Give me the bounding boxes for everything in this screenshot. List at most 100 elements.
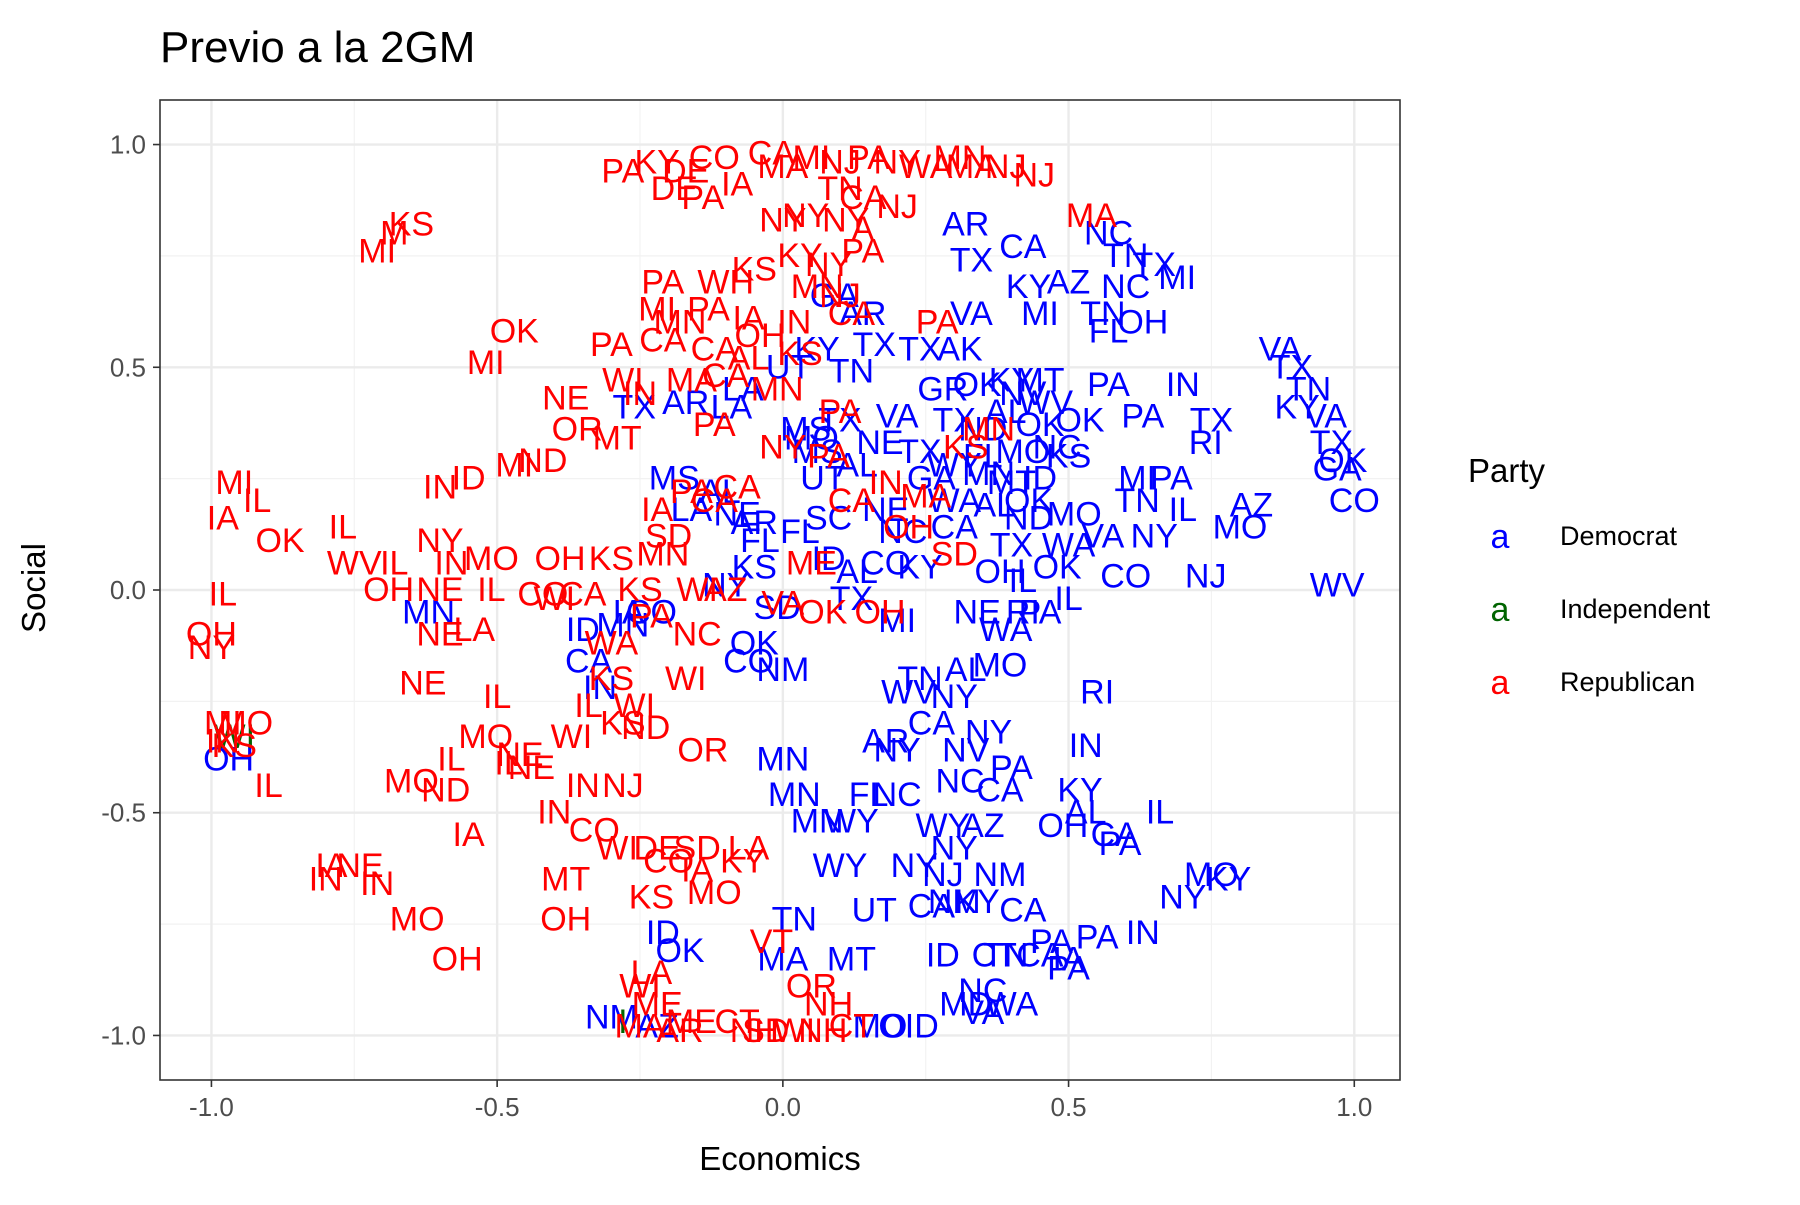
data-point-label: TX (990, 526, 1033, 564)
data-point-label: PA (990, 749, 1033, 787)
data-point-label: MO (218, 705, 273, 743)
data-point-label: GR (917, 371, 968, 409)
legend-title: Party (1468, 452, 1546, 489)
data-point-label: CO (860, 544, 911, 582)
data-point-label: PA (641, 264, 684, 302)
data-point-label: CA (931, 509, 979, 547)
data-point-label: CO (723, 642, 774, 680)
data-point-label: ID (926, 936, 960, 974)
data-point-label: OH (1037, 807, 1088, 845)
data-point-label: LA (631, 954, 673, 992)
data-point-label: KS (777, 335, 822, 373)
data-point-label: WA (979, 611, 1033, 649)
data-point-label: MS (780, 411, 831, 449)
data-point-label: NE (714, 495, 761, 533)
legend-entries: a Democrat a Independent a Republican (1491, 518, 1711, 702)
data-point-label: AR (839, 295, 886, 333)
data-point-label: KS (617, 571, 662, 609)
data-point-label: NJ (922, 856, 964, 894)
data-point-label: GA (907, 460, 956, 498)
data-point-label: TX (853, 326, 896, 364)
data-point-label: CA (714, 469, 762, 507)
data-point-label: NM (928, 883, 981, 921)
data-point-label: IN (434, 544, 468, 582)
data-point-label: KY (794, 330, 839, 368)
data-point-label: MO (1213, 509, 1268, 547)
data-point-label: MO (390, 901, 445, 939)
data-point-label: ID (812, 540, 846, 578)
data-point-label: AR (662, 384, 709, 422)
data-point-label: MI (793, 139, 831, 177)
data-point-label: AK (937, 330, 983, 368)
data-point-label: MN (962, 411, 1015, 449)
data-point-label: MS (792, 433, 843, 471)
data-point-label: TX (950, 241, 993, 279)
data-point-label: NE (416, 571, 463, 609)
data-point-label: CA (999, 228, 1047, 266)
data-point-label: MO (687, 874, 742, 912)
data-point-label: WI (774, 1012, 816, 1050)
data-point-label: TX (818, 402, 861, 440)
data-point-label: IA (681, 852, 713, 890)
data-point-label: NE (542, 379, 589, 417)
data-point-label: ND (1004, 500, 1053, 538)
data-point-label: FL (780, 513, 820, 551)
data-point-label: WY (927, 446, 982, 484)
data-point-label: NE (336, 847, 383, 885)
data-point-label: NJ (1014, 157, 1056, 195)
data-point-label: MO (464, 540, 519, 578)
data-point-label: ME (632, 985, 683, 1023)
major-gridlines (160, 100, 1400, 1080)
data-point-label: WI (596, 829, 638, 867)
data-point-label: MT (593, 420, 642, 458)
data-point-label: IL (1169, 491, 1197, 529)
data-point-label: TX (898, 330, 941, 368)
data-point-label: MN (768, 776, 821, 814)
data-point-label: WY (915, 807, 970, 845)
data-point-label: VA (961, 994, 1004, 1032)
data-point-label: CA (999, 892, 1047, 930)
data-point-label: WI (551, 718, 593, 756)
data-point-label: WI (614, 687, 656, 725)
data-point-label: AZ (704, 571, 747, 609)
data-point-label: MT (987, 464, 1036, 502)
data-point-label: AZ (635, 1008, 678, 1046)
data-point-label: LA (671, 491, 713, 529)
data-point-label: ID (566, 611, 600, 649)
data-point-label: IL (1009, 562, 1037, 600)
data-point-label: AR (942, 206, 989, 244)
data-point-label: MN (636, 535, 689, 573)
x-tick-label: -0.5 (475, 1092, 520, 1122)
data-point-label: ID (646, 914, 680, 952)
data-point-label: MN (751, 371, 804, 409)
data-point-label: OK (730, 624, 779, 662)
data-point-label: IN (206, 722, 240, 760)
data-point-label: WI (214, 718, 256, 756)
data-point-label: MA (666, 362, 717, 400)
data-point-label: IA (315, 847, 347, 885)
data-point-label: AL (699, 473, 741, 511)
data-point-label: OH (203, 740, 254, 778)
data-point-label: NH (730, 1012, 779, 1050)
data-point-label: PA (847, 139, 890, 177)
data-point-label: OH (535, 540, 586, 578)
data-point-label: NE (399, 665, 446, 703)
data-point-label: PA (1121, 397, 1164, 435)
data-point-label: NV (999, 375, 1047, 413)
data-point-label: AR (656, 1012, 703, 1050)
data-point-label: ND (958, 411, 1007, 449)
data-point-label: NE (496, 736, 543, 774)
data-point-label: NM (756, 651, 809, 689)
legend-key-glyph: a (1491, 664, 1510, 702)
data-point-label: WY (813, 847, 868, 885)
data-point-label: NC (1101, 268, 1150, 306)
data-point-label: WA (899, 148, 953, 186)
data-point-label: OID (878, 1008, 938, 1046)
data-point-label: MI (358, 232, 396, 270)
data-point-label: IN (566, 767, 600, 805)
data-point-label: IA (1053, 941, 1085, 979)
data-point-label: PA (670, 473, 713, 511)
data-point-label: MN (402, 593, 455, 631)
x-tick-label: 1.0 (1336, 1092, 1372, 1122)
data-point-label: TX (1270, 348, 1313, 386)
